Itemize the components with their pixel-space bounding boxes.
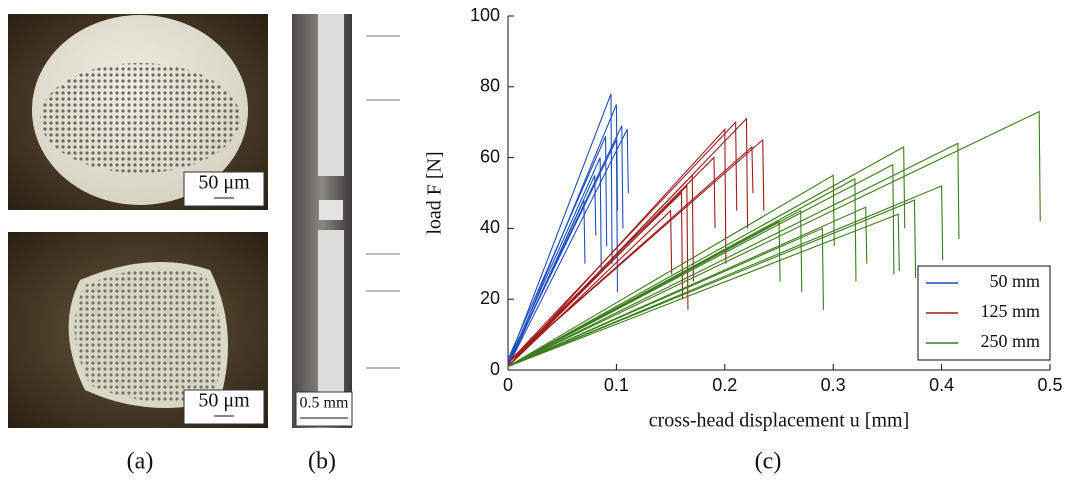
legend-label: 50 mm (989, 271, 1040, 291)
specimen (319, 200, 343, 220)
curve (507, 146, 906, 367)
y-tick-label: 60 (480, 146, 500, 166)
y-tick-label: 80 (480, 76, 500, 96)
curve (507, 127, 727, 367)
fibers (40, 63, 240, 173)
curve (507, 199, 586, 367)
caption: (b) (308, 449, 336, 475)
x-tick-label: 0.2 (712, 375, 737, 395)
curve (507, 206, 868, 367)
curve (507, 185, 944, 367)
x-tick-label: 0.5 (1037, 375, 1062, 395)
curve (507, 199, 917, 367)
x-axis-label: cross-head displacement u [mm] (649, 410, 909, 432)
scale-label: 0.5 mm (300, 395, 349, 412)
scale-box (183, 389, 265, 425)
curve (507, 142, 960, 367)
caption: (c) (755, 449, 782, 475)
curve (507, 145, 754, 364)
curve (507, 93, 613, 364)
curve (507, 157, 602, 364)
curve (507, 138, 765, 364)
specimen (318, 230, 344, 410)
x-tick-label: 0.3 (821, 375, 846, 395)
curve (507, 209, 673, 367)
scale-label: 50 μm (198, 172, 250, 194)
y-tick-label: 0 (490, 359, 500, 379)
scale-box (295, 391, 353, 427)
curve (507, 227, 824, 367)
fibers (74, 268, 222, 402)
y-axis-label: load F [N] (424, 151, 446, 234)
specimen (318, 14, 344, 176)
curve (507, 136, 608, 360)
legend-label: 250 mm (980, 331, 1040, 351)
caption: (a) (127, 449, 154, 475)
curve (507, 129, 629, 367)
curve (507, 174, 835, 367)
curve (507, 220, 781, 367)
x-tick-label: 0.1 (604, 375, 629, 395)
legend-label: 125 mm (980, 301, 1040, 321)
scale-box (183, 171, 265, 207)
x-tick-label: 0.4 (929, 375, 954, 395)
arrows (366, 35, 400, 369)
x-tick-label: 0 (503, 375, 513, 395)
y-tick-label: 40 (480, 217, 500, 237)
curve (507, 213, 900, 367)
y-tick-label: 100 (470, 5, 500, 25)
curve (507, 139, 619, 364)
scale-label: 50 μm (198, 390, 250, 412)
curve (507, 184, 689, 367)
curve (507, 163, 895, 367)
y-tick-label: 20 (480, 288, 500, 308)
curve (507, 110, 1041, 367)
